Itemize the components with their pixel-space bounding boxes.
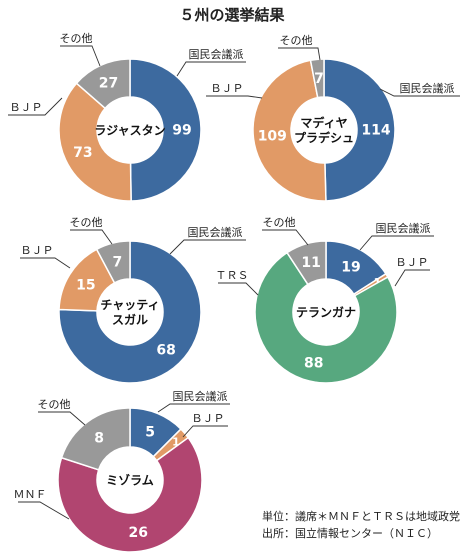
party-label: ＢＪＰ <box>21 244 54 257</box>
party-label: ＴＲＳ <box>216 269 249 282</box>
state-name-label: プラデシュ <box>294 130 354 145</box>
slice-value-label: 109 <box>258 129 287 145</box>
party-label: 国民会議派 <box>188 225 243 239</box>
leader-line <box>262 229 309 246</box>
state-name-label: チャッティ <box>100 298 159 312</box>
leader-line <box>182 425 228 438</box>
donut-slice <box>58 240 202 384</box>
leader-line <box>359 235 434 251</box>
party-label: ＢＪＰ <box>10 101 43 114</box>
party-label: その他 <box>60 32 93 45</box>
party-label: その他 <box>38 398 71 411</box>
party-label: 国民会議派 <box>376 221 431 235</box>
party-label: その他 <box>263 216 296 229</box>
leader-line <box>70 229 113 245</box>
party-label: ＢＪＰ <box>211 82 244 95</box>
donut-slice <box>75 58 131 110</box>
source-note: 出所：国立情報センター（ＮＩＣ） <box>262 527 438 540</box>
leader-line <box>379 88 460 97</box>
donut-slice <box>129 58 202 202</box>
party-label: その他 <box>70 216 103 229</box>
slice-value-label: 5 <box>145 424 155 440</box>
party-label: 国民会議派 <box>189 47 244 61</box>
party-label: ＭＮＦ <box>14 488 47 501</box>
state-name-label: スガル <box>112 312 148 327</box>
unit-note: 単位：議席＊ＭＮＦとＴＲＳは地域政党 <box>262 510 460 523</box>
slice-value-label: 73 <box>73 145 92 161</box>
donut-slice <box>323 58 396 202</box>
donut-slice <box>286 240 327 286</box>
slice-value-label: 114 <box>361 122 390 138</box>
slice-value-label: 99 <box>172 123 191 139</box>
state-name-label: ラジャスタン <box>94 124 165 138</box>
leader-line <box>394 269 430 287</box>
slice-value-label: 27 <box>99 76 118 92</box>
donut-slice <box>57 436 203 553</box>
leader-line <box>60 45 101 67</box>
state-name-label: テランガナ <box>296 305 356 320</box>
leader-line <box>278 47 321 61</box>
slice-value-label: 7 <box>314 71 324 87</box>
donut-slice <box>254 251 398 384</box>
party-label: その他 <box>280 34 313 47</box>
slice-value-label: 7 <box>113 255 123 271</box>
leader-line <box>206 95 263 99</box>
donut-charts: 997327ラジャスタン国民会議派ＢＪＰその他1141097マディヤプラデシュ国… <box>8 32 460 553</box>
leader-line <box>176 61 246 77</box>
party-label: 国民会議派 <box>400 81 455 95</box>
donut-slice <box>309 58 325 99</box>
donut-slice <box>60 407 131 471</box>
slice-value-label: 15 <box>76 277 95 293</box>
party-label: ＢＪＰ <box>396 256 429 269</box>
slice-value-label: 19 <box>341 259 360 275</box>
slice-value-label: 26 <box>128 525 147 541</box>
party-label: 国民会議派 <box>173 389 228 403</box>
donut-chart: 1918811テランガナ国民会議派ＢＪＰＴＲＳその他 <box>216 216 434 384</box>
leader-line <box>18 501 70 520</box>
donut-slice <box>58 82 132 202</box>
donut-slice <box>95 240 131 284</box>
slice-value-label: 68 <box>156 342 175 358</box>
party-label: ＢＪＰ <box>192 412 225 425</box>
state-name-label: マディヤ <box>300 115 347 130</box>
slice-value-label: 11 <box>301 255 320 271</box>
leader-line <box>157 403 230 413</box>
leader-line <box>169 239 246 255</box>
slice-value-label: 1 <box>172 436 180 449</box>
leader-line <box>8 97 63 116</box>
slice-value-label: 88 <box>304 356 323 372</box>
leader-line <box>20 257 71 269</box>
donut-chart: 99 73 27 ラジャスタン 国民会議派 ＢＪＰ その他 <box>8 32 246 202</box>
donut-slice <box>252 59 327 202</box>
leader-line <box>218 282 259 296</box>
leader-line <box>38 411 86 426</box>
state-name-label: ミゾラム <box>106 473 154 488</box>
slice-value-label: 8 <box>94 431 104 447</box>
chart-title: ５州の選挙結果 <box>179 6 285 24</box>
donut-chart: 5 1 26 8 ミゾラム 国民会議派 ＢＪＰ ＭＮＦ その他 <box>14 389 230 553</box>
